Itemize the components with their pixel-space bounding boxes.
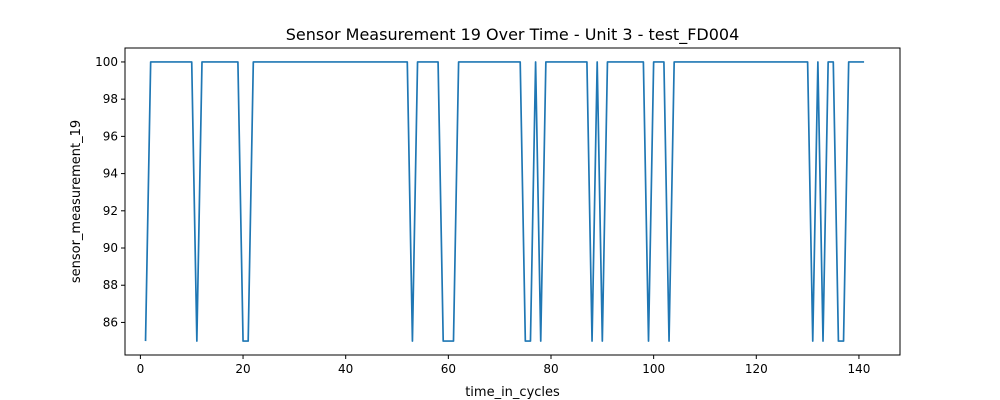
x-axis: 0 20 40 60 80 100 120 140 xyxy=(137,355,870,376)
x-tick-label: 140 xyxy=(847,362,870,376)
x-tick-label: 20 xyxy=(235,362,250,376)
plot-area xyxy=(144,61,865,342)
y-tick-label: 98 xyxy=(103,92,118,106)
x-tick-label: 40 xyxy=(338,362,353,376)
y-tick-label: 90 xyxy=(103,241,118,255)
x-tick-label: 60 xyxy=(441,362,456,376)
chart-title: Sensor Measurement 19 Over Time - Unit 3… xyxy=(286,25,740,45)
y-axis: 86 88 90 92 94 96 98 100 xyxy=(95,55,125,329)
y-tick-label: 94 xyxy=(103,167,118,181)
y-axis-label: sensor_measurement_19 xyxy=(69,120,84,283)
x-tick-label: 80 xyxy=(543,362,558,376)
y-tick-label: 96 xyxy=(103,129,118,143)
x-tick-label: 0 xyxy=(137,362,145,376)
y-tick-label: 92 xyxy=(103,204,118,218)
x-tick-label: 100 xyxy=(642,362,665,376)
x-tick-label: 120 xyxy=(745,362,768,376)
x-axis-label: time_in_cycles xyxy=(465,385,560,400)
y-tick-label: 88 xyxy=(103,278,118,292)
plot-frame xyxy=(124,47,901,356)
y-tick-label: 100 xyxy=(95,55,118,69)
y-tick-label: 86 xyxy=(103,315,118,329)
series-line-sensor-measurement-19 xyxy=(144,61,865,342)
